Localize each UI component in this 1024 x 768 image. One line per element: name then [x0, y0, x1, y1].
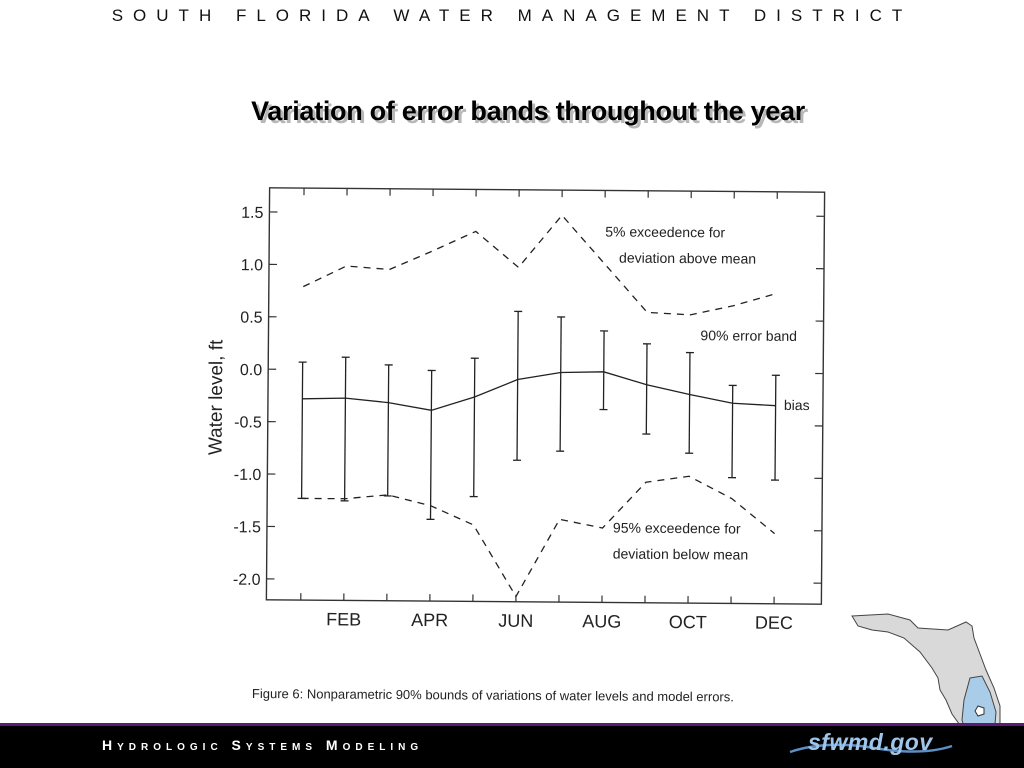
x-tick-label: OCT	[669, 612, 707, 632]
error-bar	[645, 343, 648, 435]
upper-exceedence-line	[302, 214, 777, 316]
chart-rotation-group: 1.5 1.0 0.5 0.0 -0.5 -1.0 -1.5 -2.0 FEB APR JUN AUG…	[206, 187, 826, 633]
x-tick-label: JUN	[498, 611, 533, 631]
annotation-error-band: 90% error band	[700, 327, 797, 344]
error-bar	[559, 316, 562, 452]
footer-accent-line	[0, 723, 1024, 726]
y-tick-label: -1.5	[233, 519, 261, 536]
logo-swoosh-icon	[789, 743, 953, 754]
annotation-below-mean-line2: deviation below mean	[613, 546, 749, 563]
annotation-bias: bias	[784, 397, 810, 413]
annotation-above-mean: 5% exceedence for deviation above mean	[605, 223, 756, 266]
x-tick-label: AUG	[582, 611, 621, 631]
error-bar	[688, 352, 691, 454]
y-tick-label: -1.0	[234, 467, 262, 484]
lower-exceedence-line	[301, 475, 776, 598]
y-tick-label: 1.0	[241, 257, 263, 274]
error-bar	[300, 362, 304, 499]
annotation-below-mean-line1: 95% exceedence for	[613, 520, 741, 537]
y-tick-label: -0.5	[234, 414, 262, 431]
plot-frame	[265, 187, 826, 605]
x-tick-label: DEC	[755, 613, 793, 633]
annotation-above-mean-line1: 5% exceedence for	[605, 223, 725, 240]
y-tick-label: -2.0	[233, 572, 261, 589]
header-title: SOUTH FLORIDA WATER MANAGEMENT DISTRICT	[111, 6, 913, 25]
footer-title: Hydrologic Systems Modeling	[102, 737, 424, 753]
chart-layer: 1.5 1.0 0.5 0.0 -0.5 -1.0 -1.5 -2.0 FEB APR JUN AUG…	[233, 188, 825, 633]
error-bar	[343, 357, 347, 501]
error-bar	[731, 385, 734, 478]
x-tick-label: FEB	[326, 609, 361, 629]
error-bar	[516, 311, 519, 461]
annotation-above-mean-line2: deviation above mean	[619, 250, 756, 267]
y-tick-label: 0.0	[240, 362, 262, 379]
x-tick-label: APR	[411, 610, 448, 630]
slide-title: Variation of error bands throughout the …	[251, 96, 805, 126]
error-bar	[473, 358, 476, 497]
error-band-chart: 1.5 1.0 0.5 0.0 -0.5 -1.0 -1.5 -2.0 FEB APR JUN AUG…	[206, 187, 826, 633]
y-axis-label: Water level, ft	[206, 339, 228, 455]
lake-okeechobee-shape	[974, 705, 985, 717]
error-bar	[387, 364, 390, 496]
annotation-below-mean: 95% exceedence for deviation below mean	[613, 520, 749, 563]
y-tick-label: 0.5	[240, 310, 262, 327]
error-bar	[429, 370, 433, 520]
footer-logo[interactable]: sfwmd.gov	[808, 729, 933, 755]
error-bar	[774, 375, 777, 481]
error-bar	[602, 330, 605, 410]
y-tick-label: 1.5	[241, 205, 263, 222]
bias-line	[302, 371, 776, 411]
